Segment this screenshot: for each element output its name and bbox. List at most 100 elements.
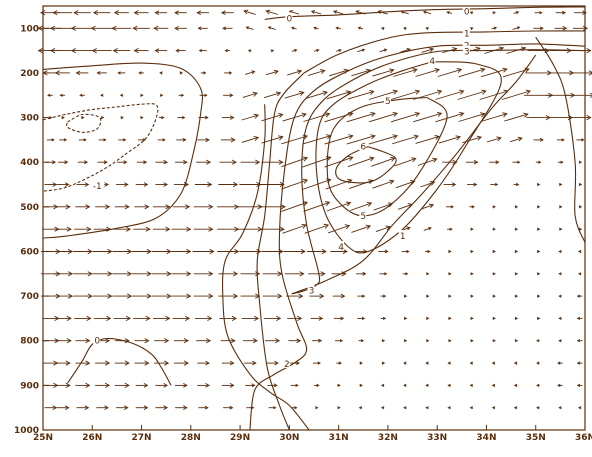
wind-arrow: [219, 315, 237, 321]
wind-arrow: [313, 26, 319, 30]
wind-arrow: [283, 248, 306, 255]
wind-arrow: [267, 26, 276, 30]
wind-arrow: [239, 181, 262, 188]
wind-arrow: [417, 157, 438, 166]
wind-arrow: [403, 406, 407, 410]
wind-arrow: [380, 383, 385, 387]
wind-arrow: [489, 160, 500, 165]
wind-arrow: [578, 182, 583, 187]
x-tick-label: 26N: [82, 433, 102, 443]
wind-arrow: [556, 138, 565, 142]
wind-arrow: [224, 71, 233, 75]
contour-label: -1: [93, 182, 102, 192]
wind-arrow: [303, 201, 331, 212]
wind-arrow: [174, 10, 187, 15]
wind-arrow: [491, 383, 496, 387]
wind-arrow: [392, 134, 419, 145]
wind-arrow: [270, 49, 275, 53]
wind-arrow: [221, 383, 235, 388]
wind-arrow: [173, 338, 189, 344]
wind-arrow: [220, 10, 234, 15]
wind-arrow: [79, 93, 85, 97]
wind-arrow: [218, 271, 239, 277]
wind-arrow: [426, 339, 430, 343]
wind-arrow: [155, 405, 169, 410]
wind-arrow: [492, 339, 496, 343]
wind-arrow: [55, 204, 71, 210]
wind-arrow: [193, 204, 214, 210]
wind-arrow: [435, 89, 465, 100]
wind-arrow: [151, 271, 172, 277]
wind-arrow: [372, 179, 395, 189]
wind-arrow: [513, 361, 518, 365]
wind-arrow: [73, 10, 91, 16]
contour-label-bg: [307, 284, 315, 295]
wind-arrow: [116, 182, 129, 187]
wind-arrow: [425, 406, 429, 410]
wind-arrow: [61, 116, 65, 120]
wind-arrow: [74, 226, 92, 232]
wind-arrow: [504, 112, 529, 122]
contour-label-bg: [398, 229, 406, 240]
contour-label: 4: [338, 243, 344, 253]
wind-arrow: [380, 406, 385, 410]
wind-arrow: [372, 68, 395, 77]
wind-arrow: [134, 338, 150, 344]
contour-label-bg: [285, 12, 293, 23]
wind-arrow: [480, 67, 508, 78]
wind-arrow: [133, 10, 149, 16]
wind-arrow: [448, 294, 452, 298]
wind-arrow: [569, 115, 592, 121]
wind-arrow: [159, 93, 164, 97]
contour-line: [315, 61, 502, 254]
wind-arrow: [111, 25, 132, 31]
y-tick-label: 100: [20, 24, 39, 34]
wind-arrow: [132, 293, 152, 299]
contour-label: 0: [464, 7, 470, 17]
wind-arrow: [133, 48, 149, 54]
wind-arrow: [447, 383, 451, 387]
wind-arrow: [415, 68, 440, 77]
x-axis-ticks: 25N 26N 27N 28N 29N 30N 31N 32N 33N 34N 35N 36N: [33, 425, 592, 443]
wind-arrow: [173, 360, 189, 366]
wind-arrow: [536, 249, 541, 254]
wind-arrow: [447, 406, 451, 410]
wind-arrow: [558, 406, 562, 410]
y-tick-label: 800: [20, 337, 39, 347]
wind-arrow: [75, 338, 91, 344]
wind-arrow: [133, 315, 151, 321]
wind-arrow: [290, 26, 297, 30]
contour-line: [335, 146, 397, 184]
wind-arrow: [332, 293, 346, 299]
wind-arrow: [425, 361, 429, 365]
wind-arrow: [390, 89, 421, 100]
wind-arrow: [171, 293, 192, 299]
wind-arrow: [446, 11, 453, 15]
wind-arrow: [46, 138, 55, 142]
wind-arrow: [458, 112, 486, 122]
wind-arrow: [555, 10, 567, 15]
wind-arrow: [514, 272, 519, 276]
wind-arrow: [96, 405, 109, 410]
wind-arrow: [557, 361, 563, 365]
y-tick-label: 900: [20, 381, 39, 391]
contour-line: [264, 6, 586, 20]
wind-arrow: [56, 405, 70, 410]
wind-arrow: [403, 361, 407, 365]
wind-arrow: [576, 294, 583, 298]
wind-arrow: [239, 248, 262, 255]
wind-arrow: [43, 360, 59, 366]
wind-arrow: [151, 248, 172, 255]
wind-arrow: [351, 224, 372, 233]
wind-arrow: [135, 405, 149, 410]
wind-arrow: [577, 406, 582, 410]
wind-arrow: [513, 406, 518, 410]
wind-arrow: [73, 248, 93, 255]
wind-arrow: [347, 89, 375, 100]
wind-arrow: [533, 26, 544, 31]
wind-arrow: [178, 93, 185, 97]
wind-arrow: [332, 10, 344, 15]
wind-arrow: [422, 10, 432, 15]
wind-arrow: [50, 25, 75, 31]
wind-arrow: [303, 112, 331, 122]
